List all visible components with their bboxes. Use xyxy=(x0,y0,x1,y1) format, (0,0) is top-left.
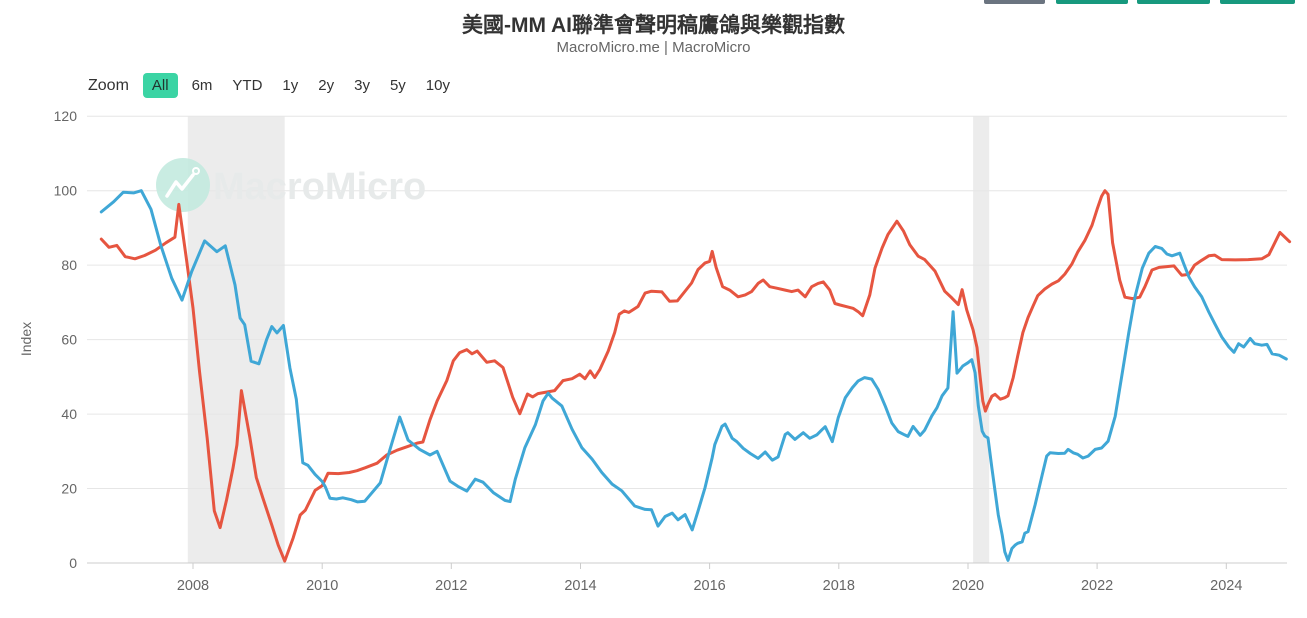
partial-toolbar-button-gray[interactable] xyxy=(984,0,1045,4)
range-selector: Zoom All 6m YTD 1y 2y 3y 5y 10y xyxy=(88,73,460,98)
partial-toolbar-button-teal-1[interactable] xyxy=(1056,0,1128,4)
range-button-5y[interactable]: 5y xyxy=(380,73,416,98)
range-button-2y[interactable]: 2y xyxy=(308,73,344,98)
y-axis-label-100: 100 xyxy=(54,183,78,199)
x-axis-label-2014: 2014 xyxy=(564,578,596,594)
range-button-6m[interactable]: 6m xyxy=(182,73,223,98)
y-axis-label-120: 120 xyxy=(54,108,78,124)
y-axis-label-20: 20 xyxy=(61,481,77,497)
partial-toolbar-button-teal-3[interactable] xyxy=(1220,0,1295,4)
y-axis-label-80: 80 xyxy=(61,257,77,273)
watermark: MacroMicro xyxy=(156,158,426,212)
watermark-logo-icon xyxy=(165,173,195,198)
y-axis-title: Index xyxy=(18,322,34,356)
partial-toolbar-button-teal-2[interactable] xyxy=(1137,0,1210,4)
range-button-10y[interactable]: 10y xyxy=(416,73,460,98)
range-button-all[interactable]: All xyxy=(142,73,178,98)
zoom-label: Zoom xyxy=(88,76,129,94)
series-blue-line[interactable] xyxy=(99,189,1288,562)
range-button-ytd[interactable]: YTD xyxy=(222,73,272,98)
x-axis-label-2012: 2012 xyxy=(435,578,467,594)
x-axis-label-2010: 2010 xyxy=(306,578,338,594)
page-title: 美國-MM AI聯準會聲明稿鷹鴿與樂觀指數 xyxy=(461,14,846,37)
y-axis-label-40: 40 xyxy=(61,406,77,422)
x-axis-label-2018: 2018 xyxy=(823,578,855,594)
x-axis-label-2024: 2024 xyxy=(1210,578,1242,594)
y-axis-label-0: 0 xyxy=(69,555,77,571)
watermark-logo-flag-icon xyxy=(192,167,200,175)
x-axis-label-2008: 2008 xyxy=(177,578,209,594)
range-button-1y[interactable]: 1y xyxy=(272,73,308,98)
page-subtitle: MacroMicro.me | MacroMicro xyxy=(556,39,751,56)
y-axis-label-60: 60 xyxy=(61,332,77,348)
x-axis-label-2020: 2020 xyxy=(952,578,984,594)
series-red-line[interactable] xyxy=(99,189,1292,563)
range-button-3y[interactable]: 3y xyxy=(344,73,380,98)
watermark-text: MacroMicro xyxy=(213,166,426,208)
x-axis-label-2016: 2016 xyxy=(693,578,725,594)
x-axis-label-2022: 2022 xyxy=(1081,578,1113,594)
